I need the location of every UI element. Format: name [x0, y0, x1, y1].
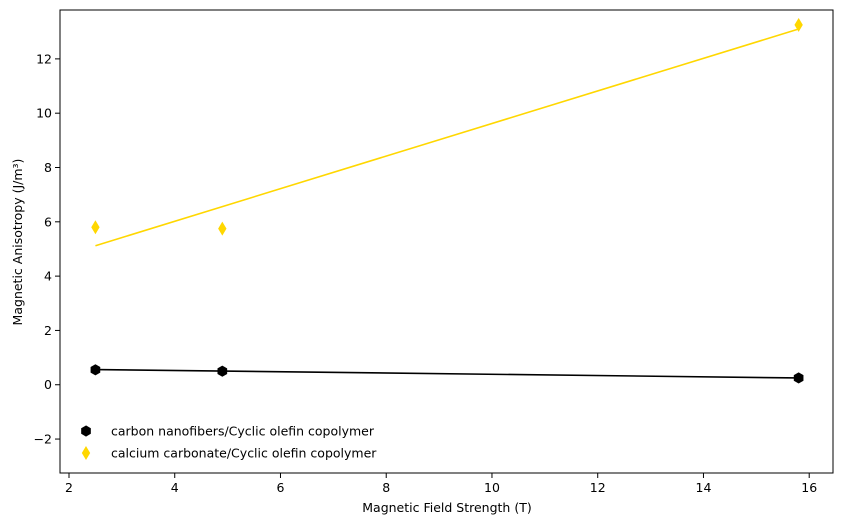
x-axis-label: Magnetic Field Strength (T) [362, 500, 531, 515]
x-tick-label: 12 [590, 480, 606, 495]
x-tick-label: 8 [382, 480, 390, 495]
data-point-series-1 [794, 17, 803, 32]
data-points [90, 17, 804, 384]
plot-frame [59, 9, 834, 474]
fit-line-series-0 [95, 368, 799, 379]
fit-line-series-1 [95, 28, 799, 247]
y-tick-label: 6 [44, 214, 52, 229]
y-tick-label: 4 [44, 269, 52, 284]
legend-label: calcium carbonate/Cyclic olefin copolyme… [111, 446, 377, 461]
legend-marker [81, 446, 91, 460]
legend: carbon nanofibers/Cyclic olefin copolyme… [81, 424, 377, 461]
legend-marker [81, 425, 91, 437]
y-tick-label: 8 [44, 160, 52, 175]
x-tick-label: 10 [484, 480, 500, 495]
y-tick-label: 2 [44, 323, 52, 338]
x-tick-label: 6 [277, 480, 285, 495]
x-tick-label: 16 [801, 480, 817, 495]
x-tick-label: 14 [696, 480, 712, 495]
data-point-series-1 [218, 221, 227, 236]
fit-lines [95, 28, 799, 379]
data-point-series-0 [217, 365, 228, 377]
data-point-series-0 [90, 364, 101, 376]
y-tick-label: 12 [36, 51, 52, 66]
y-tick-label: 10 [36, 106, 52, 121]
x-tick-label: 4 [171, 480, 179, 495]
x-axis: 2 4 6 8 10 12 14 16 [65, 473, 817, 495]
y-axis: −2 0 2 4 6 8 10 12 [34, 51, 60, 447]
data-point-series-1 [91, 220, 100, 235]
x-tick-label: 2 [65, 480, 73, 495]
y-tick-label: 0 [44, 377, 52, 392]
y-axis-label: Magnetic Anisotropy (J/m³) [10, 159, 25, 326]
legend-label: carbon nanofibers/Cyclic olefin copolyme… [111, 424, 375, 439]
y-tick-label: −2 [34, 432, 52, 447]
data-point-series-0 [793, 372, 804, 384]
